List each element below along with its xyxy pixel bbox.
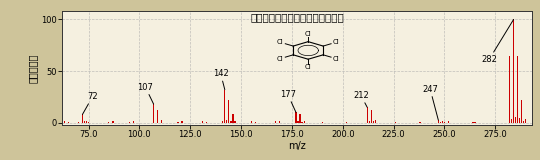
Bar <box>88 122 89 123</box>
Bar <box>222 121 224 123</box>
Text: 247: 247 <box>422 85 438 120</box>
Bar <box>298 121 299 123</box>
Bar <box>251 121 252 123</box>
Bar <box>474 122 476 123</box>
Bar <box>295 112 296 123</box>
Bar <box>438 120 439 123</box>
Text: 107: 107 <box>138 83 153 104</box>
Bar <box>178 122 179 123</box>
Bar <box>448 121 449 123</box>
Bar <box>108 122 110 123</box>
Text: Cl: Cl <box>333 39 340 45</box>
Bar <box>346 122 347 123</box>
Y-axis label: イオン強度: イオン強度 <box>28 53 38 83</box>
Bar <box>161 120 163 123</box>
Bar <box>133 121 134 123</box>
Bar <box>440 122 441 123</box>
Text: 212: 212 <box>353 91 369 107</box>
Bar <box>206 122 207 123</box>
Bar <box>86 121 87 123</box>
Bar <box>472 122 474 123</box>
Text: 72: 72 <box>83 92 98 114</box>
Bar <box>515 116 516 123</box>
Bar <box>68 122 69 123</box>
Bar <box>395 122 396 123</box>
Bar <box>303 121 305 123</box>
Bar <box>373 121 374 123</box>
Bar <box>234 121 235 123</box>
Bar <box>275 121 276 123</box>
Bar <box>369 121 370 123</box>
Bar <box>525 119 526 123</box>
Bar <box>202 121 203 123</box>
Bar <box>157 110 158 123</box>
Text: Cl: Cl <box>276 39 284 45</box>
Bar <box>517 56 518 123</box>
Text: ヘキサクロロベンゼンの分子構造: ヘキサクロロベンゼンの分子構造 <box>250 12 344 22</box>
Bar <box>64 121 65 123</box>
Bar <box>444 122 445 123</box>
Bar <box>232 114 233 123</box>
Text: Cl: Cl <box>276 56 284 62</box>
X-axis label: m/z: m/z <box>288 141 306 151</box>
Bar <box>226 120 227 123</box>
Text: Cl: Cl <box>305 31 312 37</box>
Bar <box>367 107 368 123</box>
Bar <box>279 121 280 123</box>
Bar <box>153 104 154 123</box>
Bar <box>519 118 521 123</box>
Bar <box>230 121 232 123</box>
Text: Cl: Cl <box>305 64 312 70</box>
Bar <box>523 121 524 123</box>
Bar <box>78 122 79 123</box>
Bar <box>513 20 514 123</box>
Bar <box>322 122 323 123</box>
Text: 177: 177 <box>280 90 296 112</box>
Bar <box>84 121 85 123</box>
Bar <box>509 56 510 123</box>
Bar <box>521 100 522 123</box>
Bar <box>511 119 512 123</box>
Bar <box>442 121 443 123</box>
Bar <box>129 122 130 123</box>
Bar <box>370 110 372 123</box>
Bar <box>228 100 230 123</box>
Bar <box>82 114 83 123</box>
Bar <box>255 122 256 123</box>
Bar <box>300 114 301 123</box>
Bar <box>181 121 183 123</box>
Text: 282: 282 <box>481 20 514 64</box>
Bar <box>420 122 421 123</box>
Bar <box>224 90 225 123</box>
Bar <box>112 121 113 123</box>
Text: Cl: Cl <box>333 56 340 62</box>
Bar <box>301 122 303 123</box>
Text: 142: 142 <box>213 69 228 90</box>
Bar <box>375 120 376 123</box>
